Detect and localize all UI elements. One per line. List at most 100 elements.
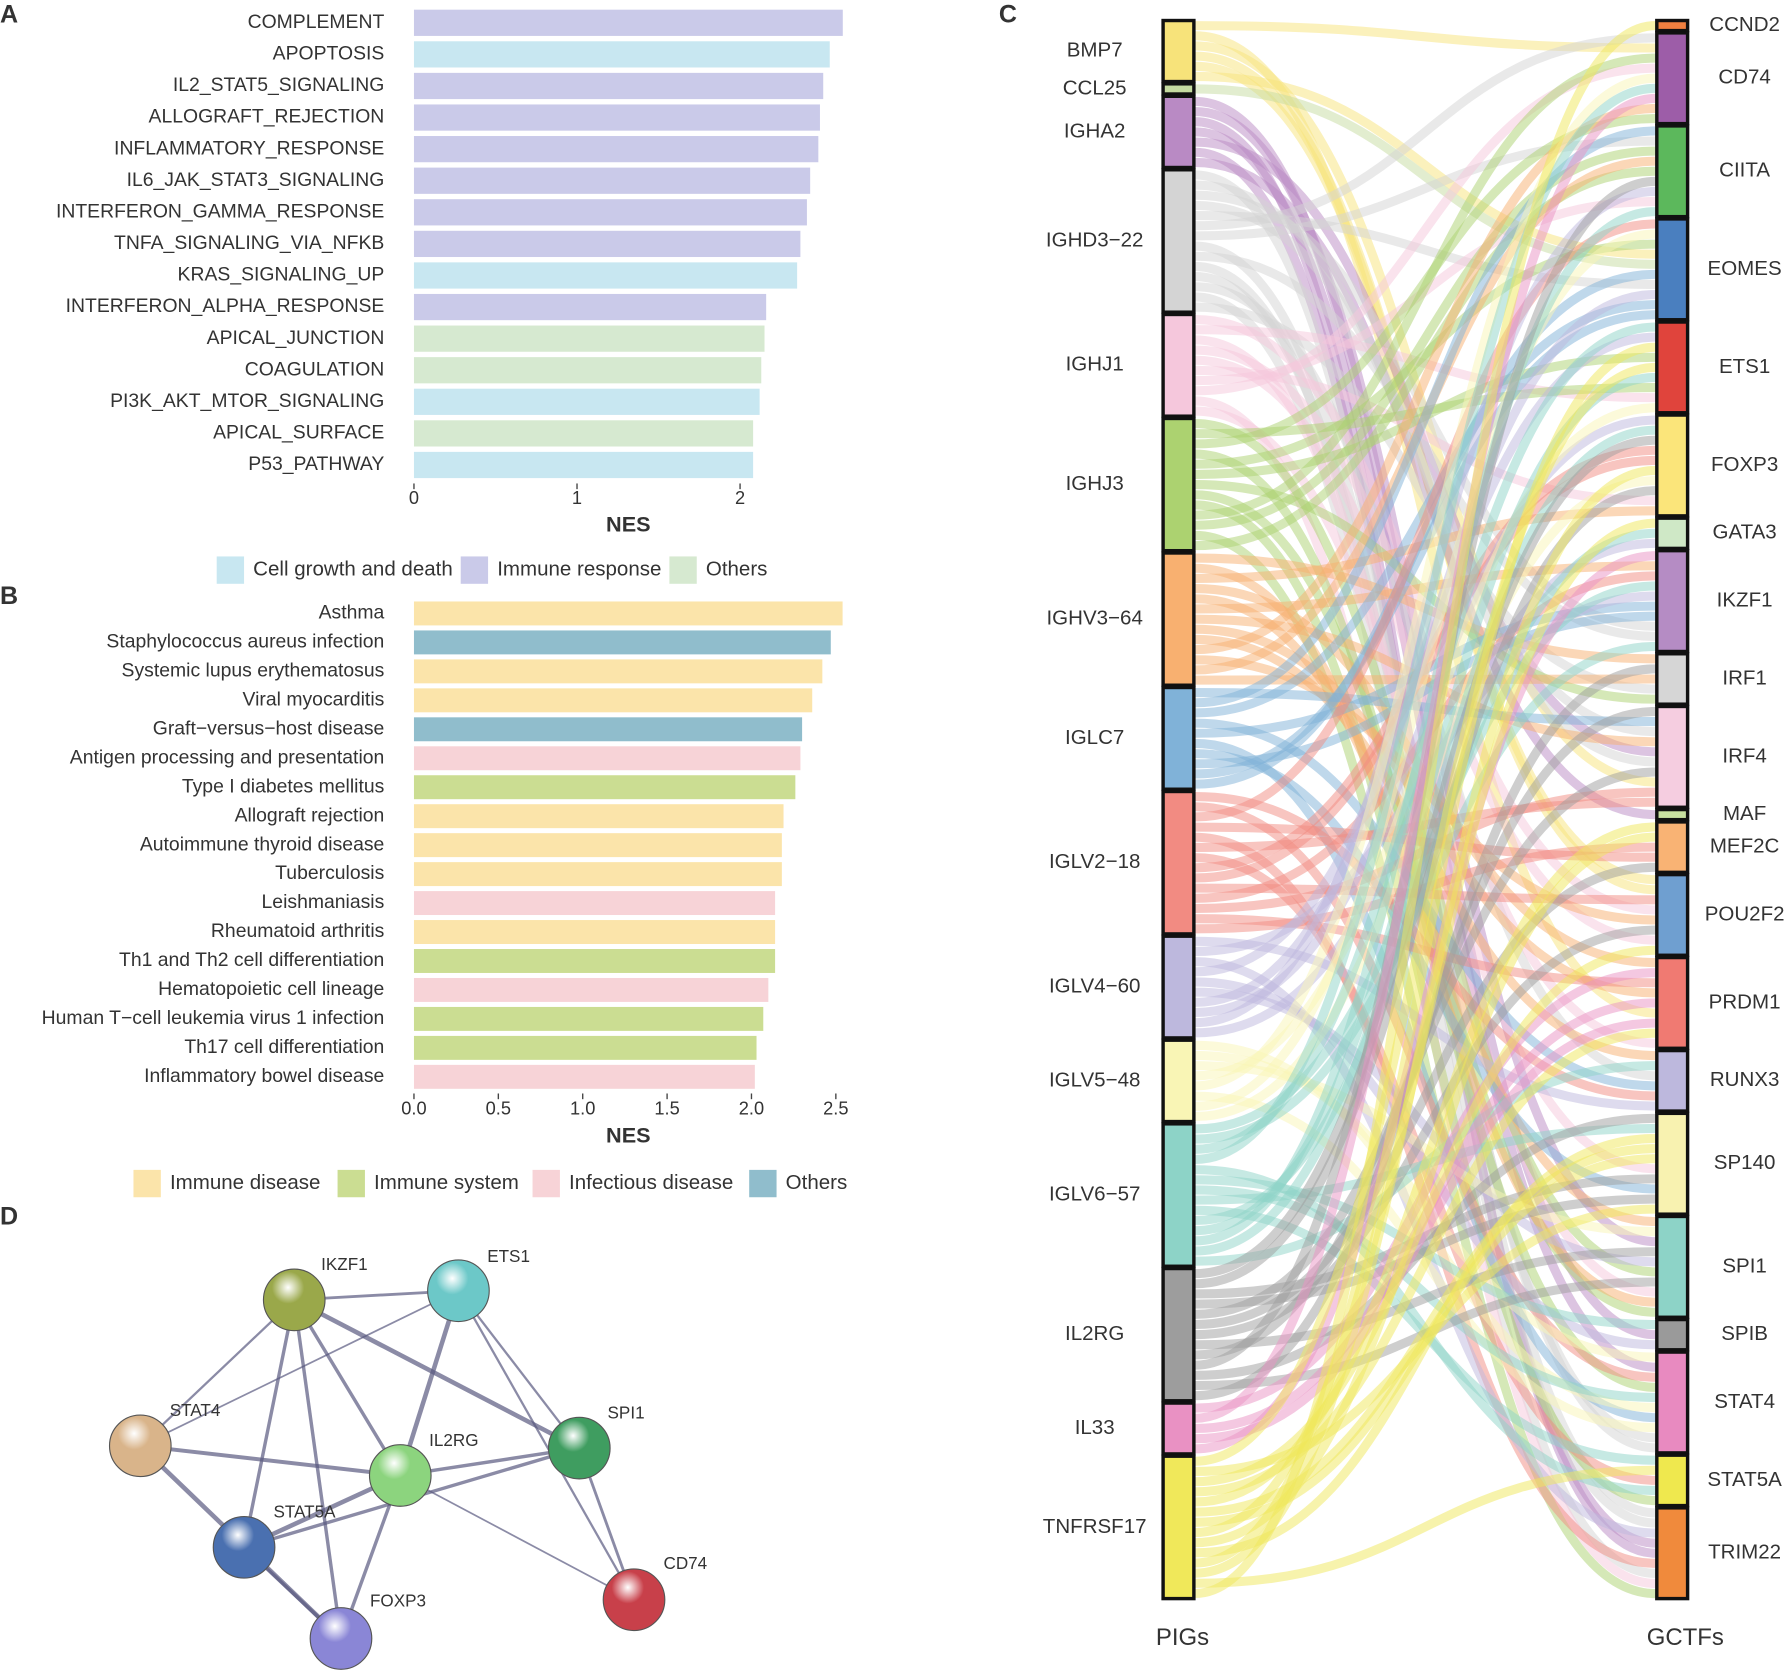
node-label: BMP7 xyxy=(1067,38,1123,61)
sankey-node xyxy=(1161,312,1196,418)
legend-swatch xyxy=(460,556,489,584)
sankey-link xyxy=(1195,53,1656,520)
network-node xyxy=(309,1607,373,1670)
sankey-node xyxy=(1161,1122,1196,1268)
node-label: EOMES xyxy=(1708,257,1782,280)
node-label: FOXP3 xyxy=(370,1592,426,1611)
sankey-node xyxy=(1655,217,1690,322)
panel-letter: B xyxy=(0,582,18,610)
sankey-link xyxy=(1195,157,1656,820)
network-node xyxy=(427,1259,490,1323)
legend-label: Cell growth and death xyxy=(253,558,453,581)
sankey-node xyxy=(1655,1214,1690,1319)
category-label: Antigen processing and presentation xyxy=(70,746,385,768)
network-node xyxy=(212,1515,276,1579)
legend-label: Immune response xyxy=(497,558,661,581)
x-axis-title: NES xyxy=(606,511,651,536)
network-edge xyxy=(399,1474,635,1601)
network-node xyxy=(368,1444,432,1507)
node-label: IGLV2−18 xyxy=(1049,850,1140,873)
category-label: Inflammatory bowel disease xyxy=(144,1065,384,1087)
node-label: TRIM22 xyxy=(1708,1541,1781,1564)
node-label: STAT4 xyxy=(1714,1390,1775,1413)
sankey-node xyxy=(1161,685,1196,791)
x-tick-label: 1.5 xyxy=(654,1097,679,1118)
node-label: IGLC7 xyxy=(1065,726,1124,749)
category-label: Type I diabetes mellitus xyxy=(182,775,384,797)
node-label: IRF1 xyxy=(1722,666,1766,689)
bar xyxy=(413,293,767,321)
sankey-node xyxy=(1655,320,1690,415)
node-label: SPI1 xyxy=(608,1403,645,1422)
category-label: Allograft rejection xyxy=(235,804,385,826)
category-label: INTERFERON_ALPHA_RESPONSE xyxy=(66,295,385,317)
node-label: IGHJ3 xyxy=(1066,472,1124,495)
sankey-node xyxy=(1655,1111,1690,1216)
sankey-link xyxy=(1195,1465,1656,1588)
legend-label: Immune system xyxy=(374,1171,519,1194)
category-label: IL2_STAT5_SIGNALING xyxy=(173,74,384,96)
network-edge xyxy=(292,1298,402,1477)
sankey-links xyxy=(1194,21,1656,1599)
bar xyxy=(413,451,754,479)
x-tick-label: 0.5 xyxy=(486,1097,511,1118)
sankey-link xyxy=(1195,1134,1656,1558)
sankey-node xyxy=(1161,1038,1196,1124)
category-label: Leishmaniasis xyxy=(262,891,385,913)
bar xyxy=(413,72,824,100)
sankey-node xyxy=(1161,168,1196,314)
node-label: CCND2 xyxy=(1709,13,1780,36)
network-node xyxy=(547,1416,611,1480)
category-label: Systemic lupus erythematosus xyxy=(122,659,385,681)
sankey-link xyxy=(1194,93,1656,1423)
node-label: IGHJ1 xyxy=(1066,353,1124,376)
sankey-node xyxy=(1655,1453,1690,1508)
legend-swatch xyxy=(749,1169,777,1198)
bar xyxy=(413,1064,755,1089)
category-label: APICAL_SURFACE xyxy=(213,422,384,444)
sankey-link xyxy=(1195,435,1656,1279)
node-label: IGHD3−22 xyxy=(1046,228,1144,251)
sankey-node xyxy=(1655,704,1690,809)
sankey-link xyxy=(1194,83,1656,1164)
node-label: ETS1 xyxy=(487,1247,530,1266)
node-label: MAF xyxy=(1723,802,1766,825)
legend-swatch xyxy=(532,1169,560,1198)
network-edge xyxy=(293,1297,581,1451)
node-label: IGHA2 xyxy=(1064,119,1126,142)
network-edge xyxy=(292,1299,343,1639)
legend-label: Immune disease xyxy=(170,1171,321,1194)
sankey-node xyxy=(1655,807,1690,822)
node-label: CCL25 xyxy=(1063,76,1127,99)
sankey-node xyxy=(1161,1401,1196,1456)
sankey-link xyxy=(1195,945,1656,1487)
sankey-node xyxy=(1655,820,1690,875)
sankey-node xyxy=(1161,1266,1196,1403)
node-label: SPIB xyxy=(1721,1322,1768,1345)
node-label: TNFRSF17 xyxy=(1043,1515,1147,1538)
sankey-node xyxy=(1655,18,1690,33)
bar xyxy=(413,1035,757,1060)
node-label: POU2F2 xyxy=(1705,902,1785,925)
node-label: STAT5A xyxy=(273,1503,336,1522)
category-label: Tuberculosis xyxy=(275,862,384,884)
node-label: IRF4 xyxy=(1722,744,1766,767)
category-label: Th17 cell differentiation xyxy=(184,1036,384,1058)
sankey-link xyxy=(1194,21,1656,1599)
sankey-node xyxy=(1655,548,1690,654)
category-label: Autoimmune thyroid disease xyxy=(140,833,384,855)
sankey-node xyxy=(1161,934,1196,1040)
sankey-node xyxy=(1161,789,1196,936)
legend-label: Others xyxy=(786,1171,848,1194)
bar xyxy=(413,601,843,626)
sankey-link xyxy=(1195,73,1656,1091)
bar xyxy=(413,659,823,684)
legend-label: Others xyxy=(706,558,768,581)
sankey-link xyxy=(1195,530,1656,1599)
panel-letter: C xyxy=(999,1,1017,29)
sankey-node xyxy=(1655,31,1690,126)
sankey-node xyxy=(1655,1350,1690,1455)
node-label: IL2RG xyxy=(429,1431,478,1450)
bar xyxy=(413,717,803,742)
node-label: ETS1 xyxy=(1719,355,1770,378)
